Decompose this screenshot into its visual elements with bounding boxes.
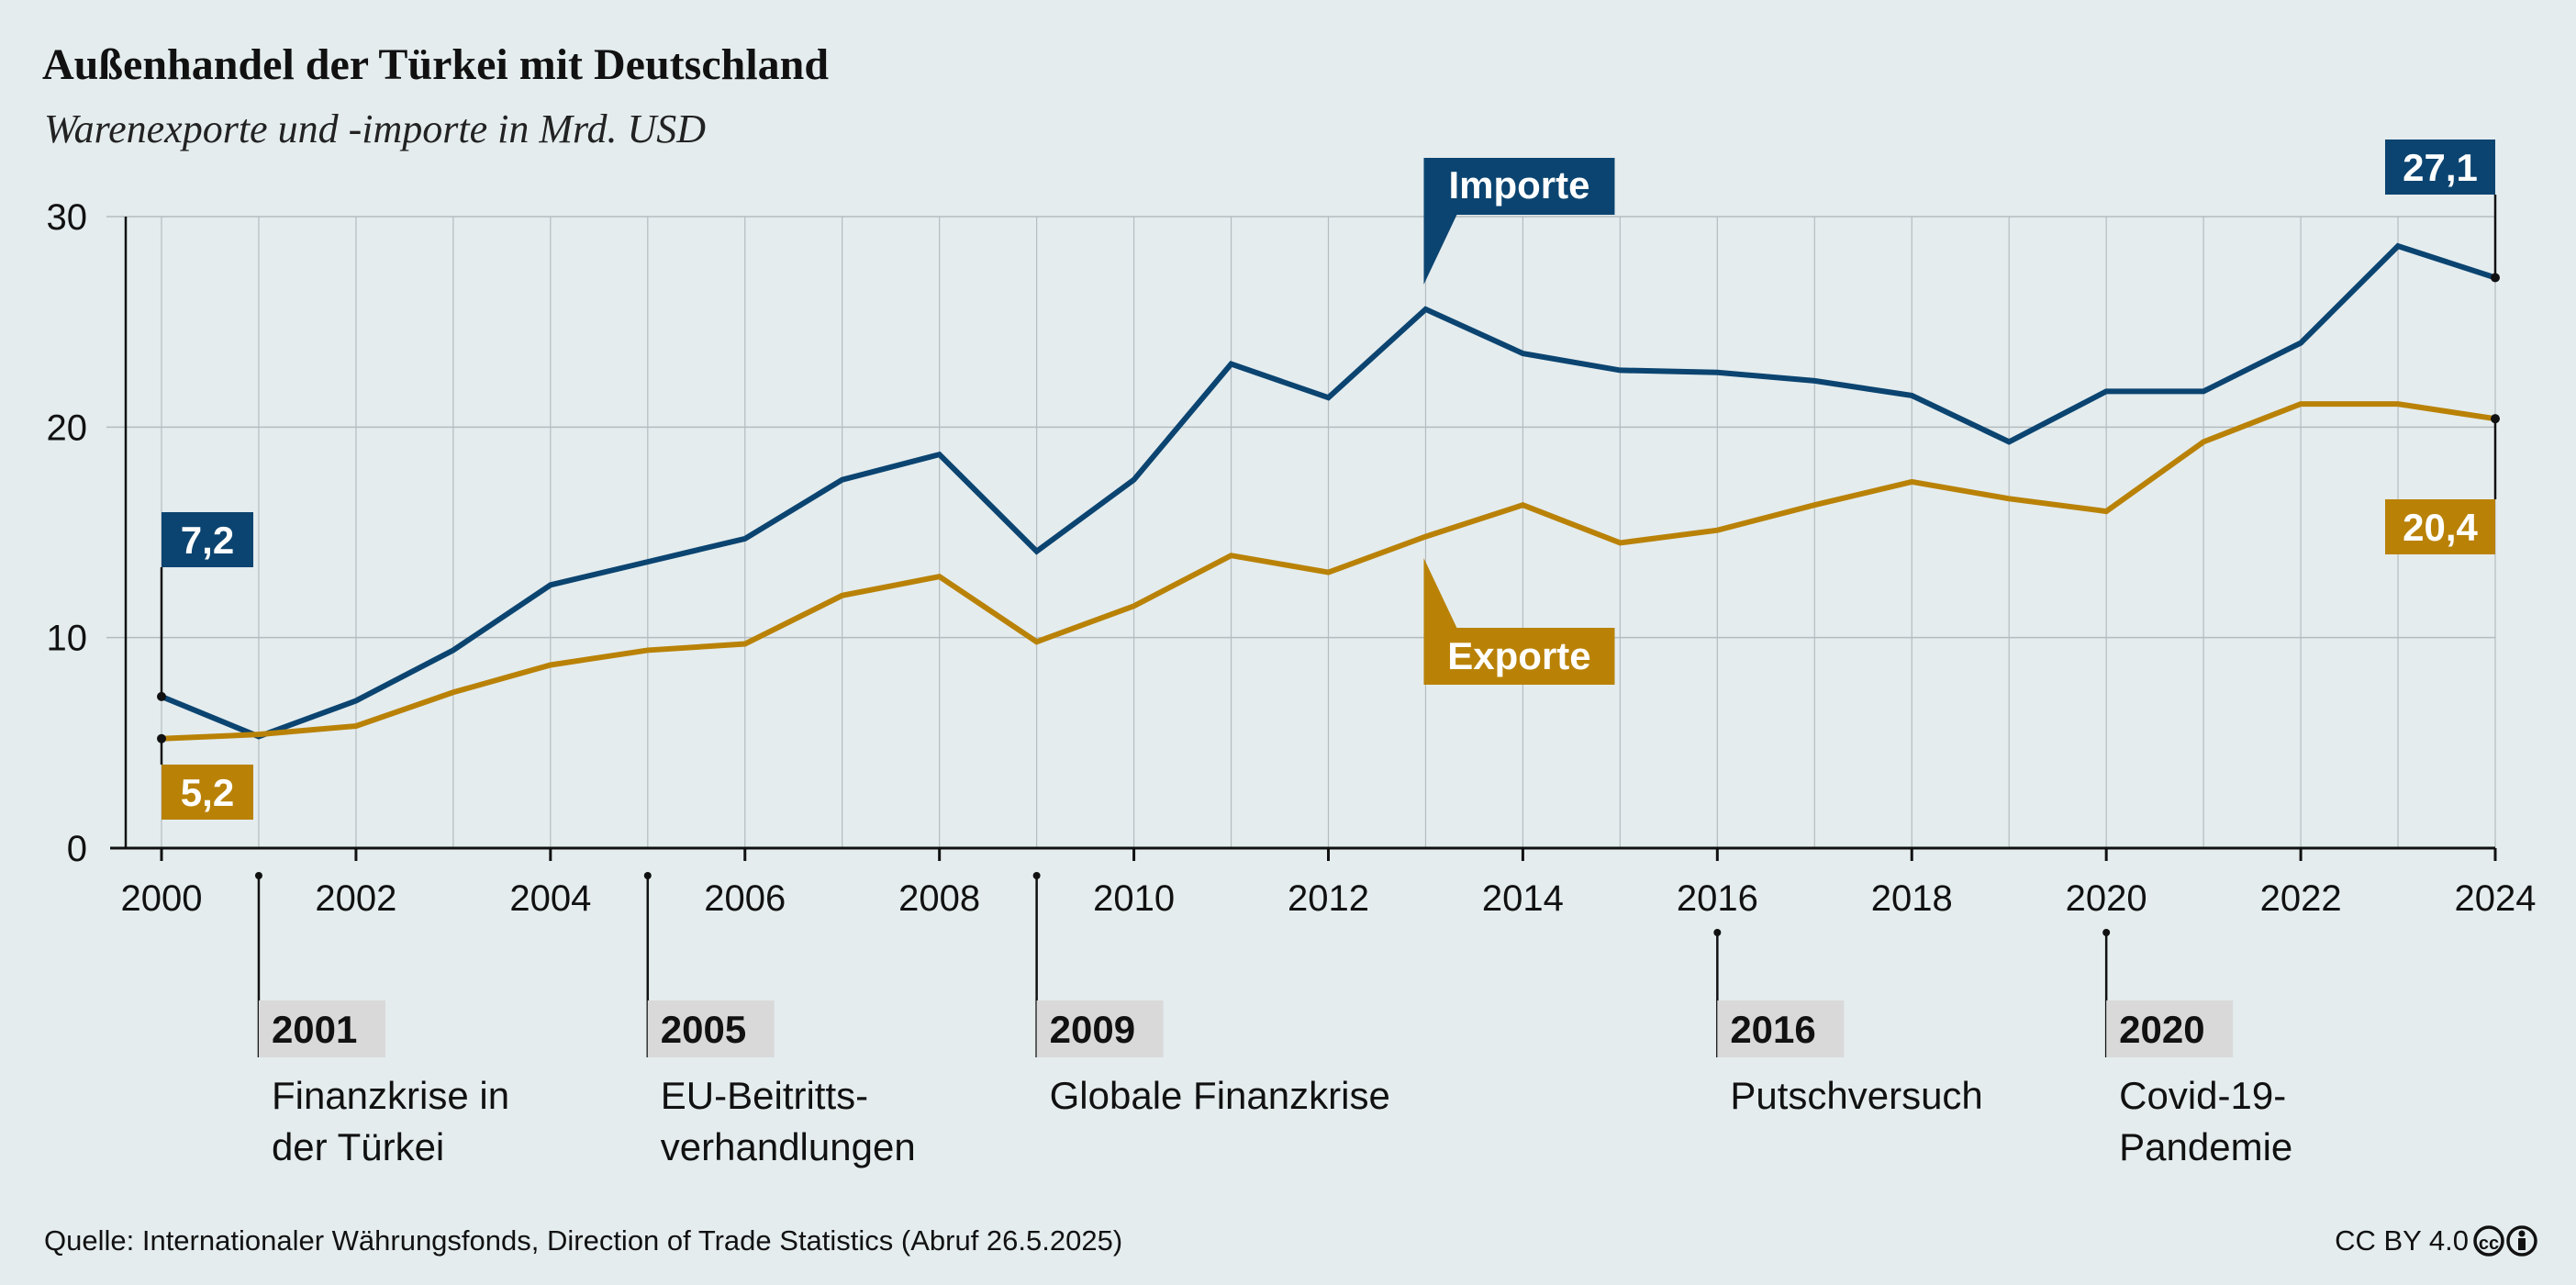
y-tick-label: 10 [47, 619, 88, 659]
license-text: CC BY 4.0 [2335, 1224, 2469, 1257]
event-annotation-2020: 2020 Covid-19- Pandemie [2102, 929, 2292, 1168]
value-label-start-importe: 7,2 [157, 512, 253, 701]
x-tick-label: 2000 [121, 878, 203, 919]
endpoint-dot [157, 691, 166, 701]
svg-text:cc: cc [2479, 1234, 2499, 1254]
series-line-importe [160, 242, 2496, 740]
series-line-exporte [161, 401, 2496, 742]
legend-callout-exporte: Exporte [1423, 558, 1615, 685]
event-year-box [647, 1000, 775, 1057]
by-attribution-icon [2506, 1225, 2537, 1257]
event-marker-dot [1713, 929, 1722, 936]
value-label-end-importe: 27,1 [2385, 140, 2500, 283]
legend-callout-importe: Importe [1423, 158, 1615, 285]
event-description-line: verhandlungen [661, 1125, 916, 1168]
value-label-end-exporte: 20,4 [2385, 414, 2500, 554]
x-tick-label: 2004 [509, 878, 591, 919]
value-box [2385, 140, 2495, 195]
chart-subtitle: Warenexporte und -importe in Mrd. USD [44, 106, 706, 151]
x-tick-label: 2002 [315, 878, 396, 919]
x-tick-label: 2018 [1871, 878, 1953, 919]
event-annotation-2016: 2016 Putschversuch [1713, 929, 1983, 1117]
event-description-line: Putschversuch [1730, 1074, 1982, 1117]
x-tick-label: 2024 [2455, 878, 2537, 919]
x-tick-label: 2006 [704, 878, 786, 919]
value-box-text: 5,2 [181, 771, 234, 814]
legend-text: Exporte [1447, 634, 1590, 677]
event-marker-dot [254, 872, 262, 879]
event-description-line: Finanzkrise in [272, 1074, 509, 1117]
value-label-start-exporte: 5,2 [157, 733, 253, 820]
license-badge: CC BY 4.0 cc [2335, 1224, 2537, 1257]
event-annotation-2009: 2009 Globale Finanzkrise [1032, 872, 1390, 1117]
y-tick-label: 20 [47, 408, 88, 448]
legend-box [1423, 628, 1615, 685]
event-year-box [258, 1000, 385, 1057]
event-marker-dot [2102, 929, 2111, 936]
legend-box [1423, 158, 1615, 215]
event-year: 2001 [272, 1008, 357, 1051]
x-tick-label: 2014 [1482, 878, 1564, 919]
x-tick-label: 2022 [2260, 878, 2342, 919]
cc-icon: cc [2473, 1225, 2504, 1257]
x-tick-label: 2012 [1288, 878, 1369, 919]
event-year-box [1036, 1000, 1164, 1057]
event-year: 2009 [1050, 1008, 1135, 1051]
event-description-line: EU-Beitritts- [661, 1074, 868, 1117]
series-layer [160, 242, 2496, 742]
event-annotation-2001: 2001 Finanzkrise in der Türkei [254, 872, 509, 1168]
y-tick-label: 30 [47, 197, 88, 238]
value-box [162, 765, 253, 820]
x-tick-label: 2020 [2066, 878, 2147, 919]
x-tick-label: 2008 [898, 878, 980, 919]
y-tick-label: 0 [67, 829, 87, 869]
event-annotation-2005: 2005 EU-Beitritts-verhandlungen [643, 872, 916, 1168]
x-tick-label: 2010 [1093, 878, 1175, 919]
value-box-text: 7,2 [181, 519, 234, 562]
event-description-line: der Türkei [272, 1125, 444, 1168]
value-box-text: 27,1 [2403, 146, 2478, 189]
endpoint-dot [157, 733, 166, 743]
event-marker-dot [1032, 872, 1041, 879]
event-year: 2016 [1730, 1008, 1815, 1051]
x-tick-label: 2016 [1677, 878, 1758, 919]
value-box [162, 512, 253, 567]
annotation-layer: 2001 Finanzkrise in der Türkei 2005 EU-Beitr… [254, 872, 2292, 1168]
source-note: Quelle: Internationaler Währungsfonds, D… [44, 1224, 1122, 1257]
endpoint-dot [2491, 414, 2500, 424]
endpoint-dot [2491, 273, 2500, 283]
legend-text: Importe [1448, 163, 1589, 207]
grid-layer [106, 216, 2496, 848]
axis-layer: 0 10 20 30 2000 2002 2004 2006 2008 2010 2012 2014 2… [47, 197, 2537, 919]
event-description-line: Pandemie [2119, 1125, 2292, 1168]
event-marker-dot [643, 872, 652, 879]
event-description-line: Globale Finanzkrise [1050, 1074, 1390, 1117]
label-layer: 7,2 27,1 5,2 20,4 Importe Exporte [157, 140, 2500, 820]
event-year-box [1717, 1000, 1845, 1057]
event-year: 2020 [2119, 1008, 2204, 1051]
event-year: 2005 [661, 1008, 746, 1051]
legend-pointer [1423, 215, 1457, 285]
legend-pointer [1423, 558, 1457, 628]
event-year-box [2106, 1000, 2234, 1057]
event-description-line: Covid-19- [2119, 1074, 2286, 1117]
value-box-text: 20,4 [2403, 506, 2478, 549]
chart-title: Außenhandel der Türkei mit Deutschland [42, 40, 829, 89]
value-box [2385, 499, 2495, 554]
